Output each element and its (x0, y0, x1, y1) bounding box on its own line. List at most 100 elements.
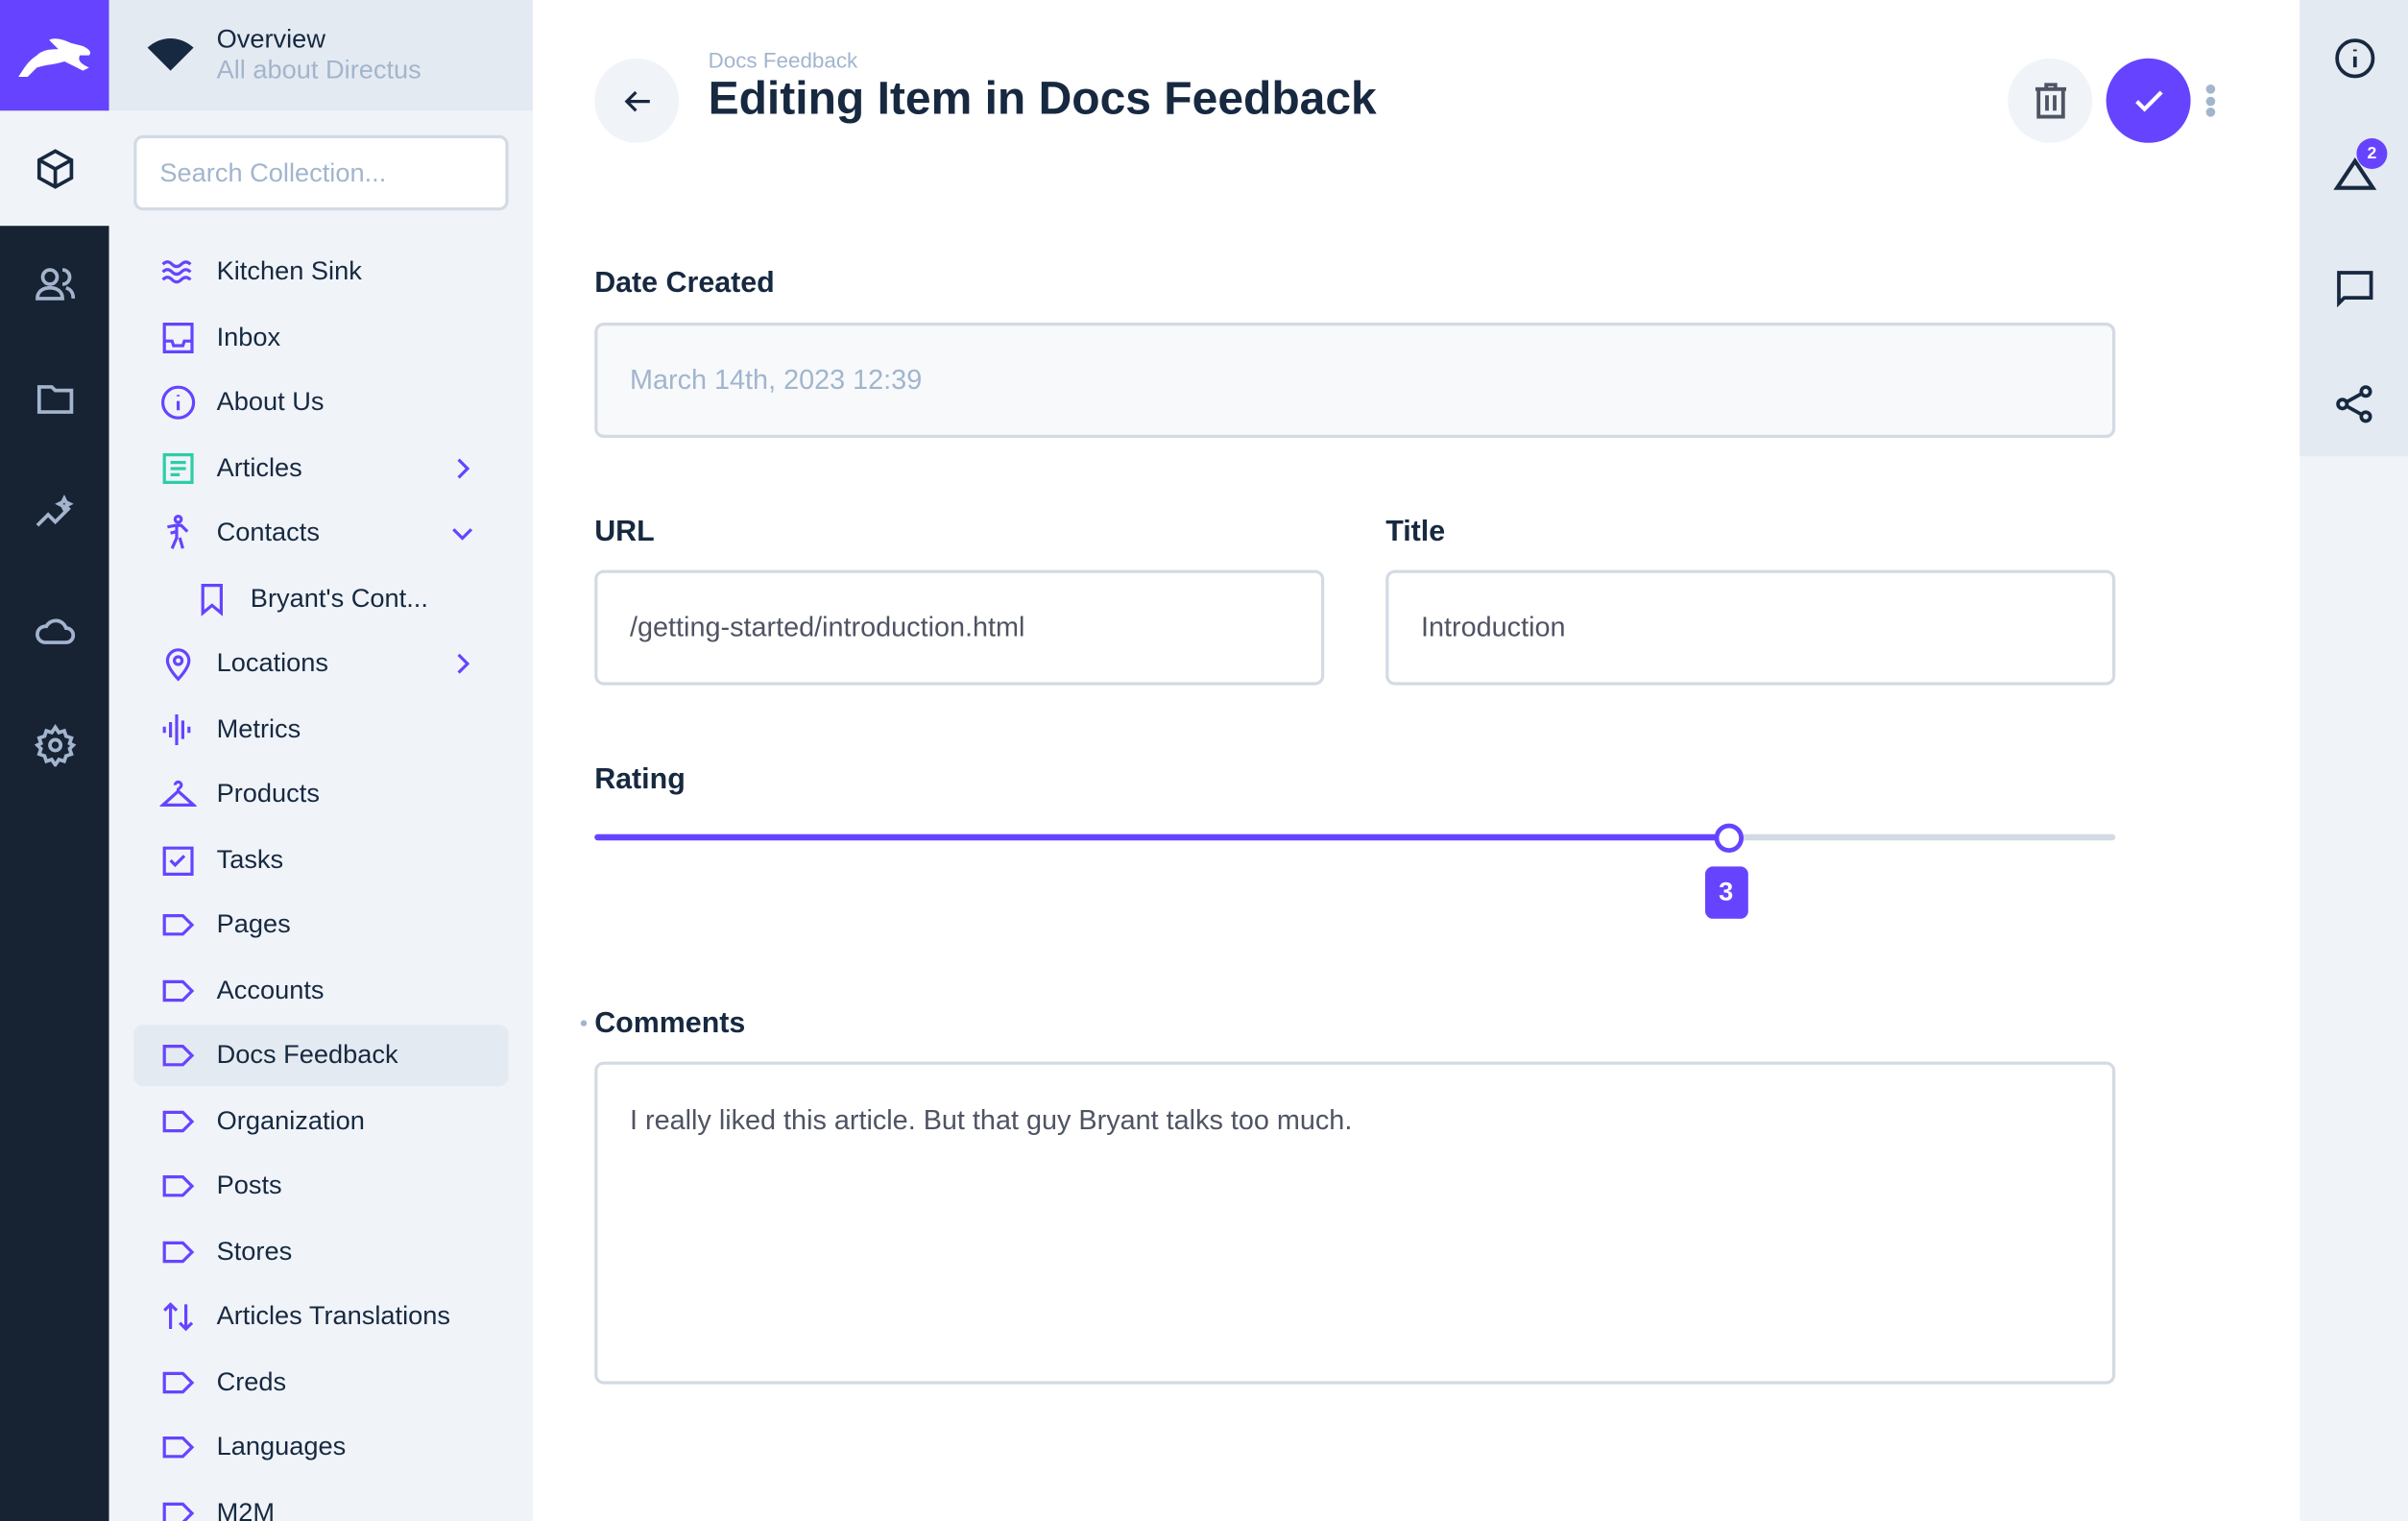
folder-icon[interactable] (0, 341, 109, 456)
label-icon (158, 1362, 199, 1402)
title-label: Title (1385, 516, 1446, 549)
directus-logo[interactable] (0, 0, 109, 111)
label-icon (158, 1427, 199, 1467)
collection-label: Posts (216, 1171, 282, 1200)
content-module-cube-icon[interactable] (0, 110, 109, 227)
required-dot (580, 1020, 588, 1026)
collection-label: Locations (216, 648, 329, 678)
slider-thumb[interactable] (1713, 823, 1744, 853)
breadcrumb[interactable]: Docs Feedback (708, 47, 858, 73)
revisions-button[interactable]: 2 (2300, 115, 2408, 230)
graphic-eq-icon (158, 709, 199, 749)
title-input[interactable]: Introduction (1385, 569, 2116, 686)
rating-label: Rating (594, 763, 686, 796)
collection-item[interactable]: Tasks (133, 829, 508, 890)
chevron-down-icon[interactable] (447, 518, 478, 556)
label-icon (158, 1492, 199, 1521)
article-icon (158, 447, 199, 488)
info-icon (2334, 37, 2374, 78)
waves-icon (158, 252, 199, 292)
navigation-sidebar: Overview All about Directus Search Collec… (108, 0, 534, 1521)
date-created-field: March 14th, 2023 12:39 (594, 323, 2116, 438)
chevron-right-icon[interactable] (447, 648, 478, 687)
insights-icon[interactable] (0, 456, 109, 571)
collection-label: M2M (216, 1497, 276, 1521)
collection-label: Languages (216, 1432, 347, 1461)
label-icon (158, 905, 199, 945)
collection-item[interactable]: Articles (133, 437, 508, 498)
collection-item[interactable]: Bryant's Cont... (133, 567, 508, 629)
collection-item[interactable]: Docs Feedback (133, 1025, 509, 1087)
module-bar (0, 0, 109, 1521)
collection-item[interactable]: Stores (133, 1220, 508, 1282)
label-icon (158, 1035, 199, 1075)
label-icon (158, 1100, 199, 1141)
label-icon (158, 970, 199, 1010)
collection-item[interactable]: Languages (133, 1416, 508, 1478)
checkbox-icon (158, 839, 199, 880)
collection-item[interactable]: Organization (133, 1090, 508, 1151)
collection-item[interactable]: Inbox (133, 306, 508, 368)
info-button[interactable] (2300, 0, 2408, 115)
comment-icon (2336, 270, 2372, 307)
collection-label: Stores (216, 1236, 293, 1266)
collection-item[interactable]: Accounts (133, 959, 508, 1021)
collection-item[interactable]: Pages (133, 894, 508, 955)
rating-slider[interactable]: 3 (594, 823, 2116, 919)
wifi-icon (147, 38, 194, 71)
share-icon (2335, 384, 2372, 422)
url-input[interactable]: /getting-started/introduction.html (594, 569, 1325, 686)
collection-label: About Us (216, 387, 325, 417)
collection-label: Bryant's Cont... (250, 583, 428, 613)
person-icon (158, 513, 199, 553)
comments-button[interactable] (2300, 230, 2408, 346)
collection-label: Articles Translations (216, 1301, 450, 1331)
back-button[interactable] (594, 58, 680, 143)
collection-item[interactable]: Articles Translations (133, 1286, 508, 1347)
comments-textarea[interactable]: I really liked this article. But that gu… (594, 1061, 2116, 1385)
info-icon (158, 382, 199, 422)
more-options-button[interactable] (2204, 83, 2217, 127)
comments-label: Comments (594, 1007, 746, 1041)
users-icon[interactable] (0, 226, 109, 341)
url-label: URL (594, 516, 655, 549)
collection-item[interactable]: Creds (133, 1351, 508, 1412)
save-button[interactable] (2106, 58, 2191, 143)
collection-label: Contacts (216, 518, 320, 547)
project-subtitle: All about Directus (216, 55, 421, 84)
hanger-icon (158, 774, 199, 814)
project-header[interactable]: Overview All about Directus (108, 0, 534, 111)
page-title: Editing Item in Docs Feedback (708, 73, 1377, 125)
collection-label: Tasks (216, 844, 284, 874)
trash-icon (2035, 82, 2066, 118)
revisions-badge: 2 (2356, 138, 2388, 169)
collection-item[interactable]: Posts (133, 1155, 508, 1217)
sidebar-right: 2 (2300, 0, 2408, 1521)
date-created-label: Date Created (594, 267, 775, 300)
collection-item[interactable]: Products (133, 763, 508, 825)
check-icon (2134, 89, 2162, 111)
collection-item[interactable]: Locations (133, 633, 508, 694)
label-icon (158, 1166, 199, 1206)
collection-label: Kitchen Sink (216, 256, 362, 286)
search-collection-input[interactable]: Search Collection... (133, 134, 509, 211)
collection-item[interactable]: Contacts (133, 502, 508, 564)
project-name: Overview (216, 24, 325, 54)
collection-item[interactable]: M2M (133, 1482, 508, 1521)
collection-item[interactable]: Metrics (133, 698, 508, 760)
inbox-icon (158, 317, 199, 357)
chevron-right-icon[interactable] (447, 452, 478, 491)
collection-label: Metrics (216, 713, 301, 743)
label-icon (158, 1231, 199, 1271)
collection-item[interactable]: Kitchen Sink (133, 241, 508, 302)
collection-label: Pages (216, 909, 291, 939)
collection-label: Organization (216, 1105, 365, 1135)
more-vertical-icon (2205, 84, 2216, 117)
share-button[interactable] (2300, 346, 2408, 461)
collection-item[interactable]: About Us (133, 372, 508, 433)
delete-button[interactable] (2008, 58, 2093, 143)
main-content: Docs Feedback Editing Item in Docs Feedb… (533, 0, 2300, 1521)
cloud-icon[interactable] (0, 571, 109, 687)
settings-gear-icon[interactable] (0, 687, 109, 802)
location-pin-icon (158, 643, 199, 684)
